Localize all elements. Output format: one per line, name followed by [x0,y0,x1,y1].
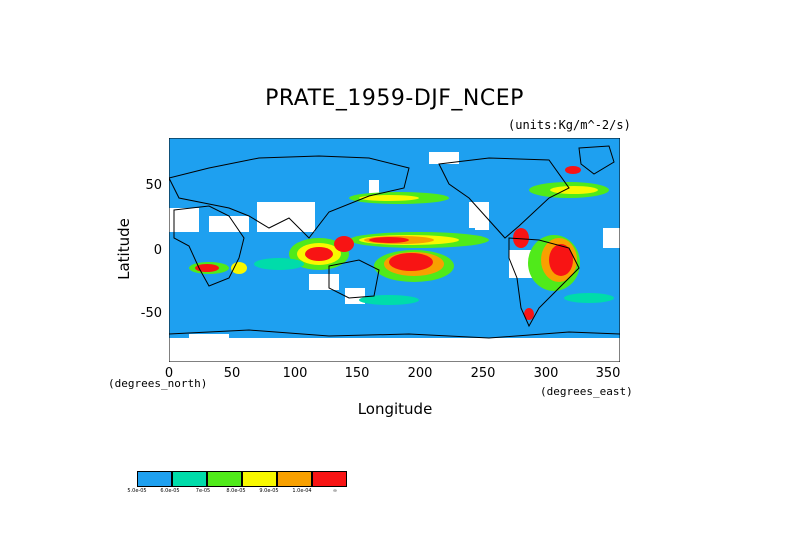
x-tick-200: 200 [407,366,433,381]
precipitation-map [169,138,620,362]
color-legend [137,471,347,487]
legend-swatch-1 [137,471,172,487]
legend-label-7: ∞ [332,488,338,494]
legend-label-5: 9.0e-05 [259,488,279,494]
x-unit-right: (degrees_east) [540,385,633,398]
x-tick-350: 350 [595,366,621,381]
x-axis-label: Longitude [357,400,433,418]
legend-swatch-5 [277,471,312,487]
legend-label-3: 7e-05 [195,488,211,494]
x-tick-300: 300 [533,366,559,381]
units-label: (units:Kg/m^-2/s) [508,118,631,132]
x-tick-250: 250 [470,366,496,381]
x-tick-0: 0 [164,366,174,381]
legend-swatch-3 [207,471,242,487]
map-title: PRATE_1959-DJF_NCEP [265,86,524,111]
legend-swatch-2 [172,471,207,487]
legend-label-6: 1.0e-04 [292,488,312,494]
x-tick-150: 150 [344,366,370,381]
x-tick-100: 100 [282,366,308,381]
x-tick-50: 50 [223,366,241,381]
coastlines [169,145,620,339]
legend-label-1: 5.0e-05 [127,488,147,494]
y-tick-0: 0 [153,243,162,258]
dry-areas [169,152,620,362]
legend-swatch-4 [242,471,277,487]
y-tick-50: 50 [145,178,162,193]
legend-label-4: 8.0e-05 [226,488,246,494]
precip-bands [189,166,614,320]
legend-label-2: 6.0e-05 [160,488,180,494]
x-unit-left: (degrees_north) [108,377,208,390]
legend-swatch-6 [312,471,347,487]
y-tick-minus50: -50 [140,306,162,321]
